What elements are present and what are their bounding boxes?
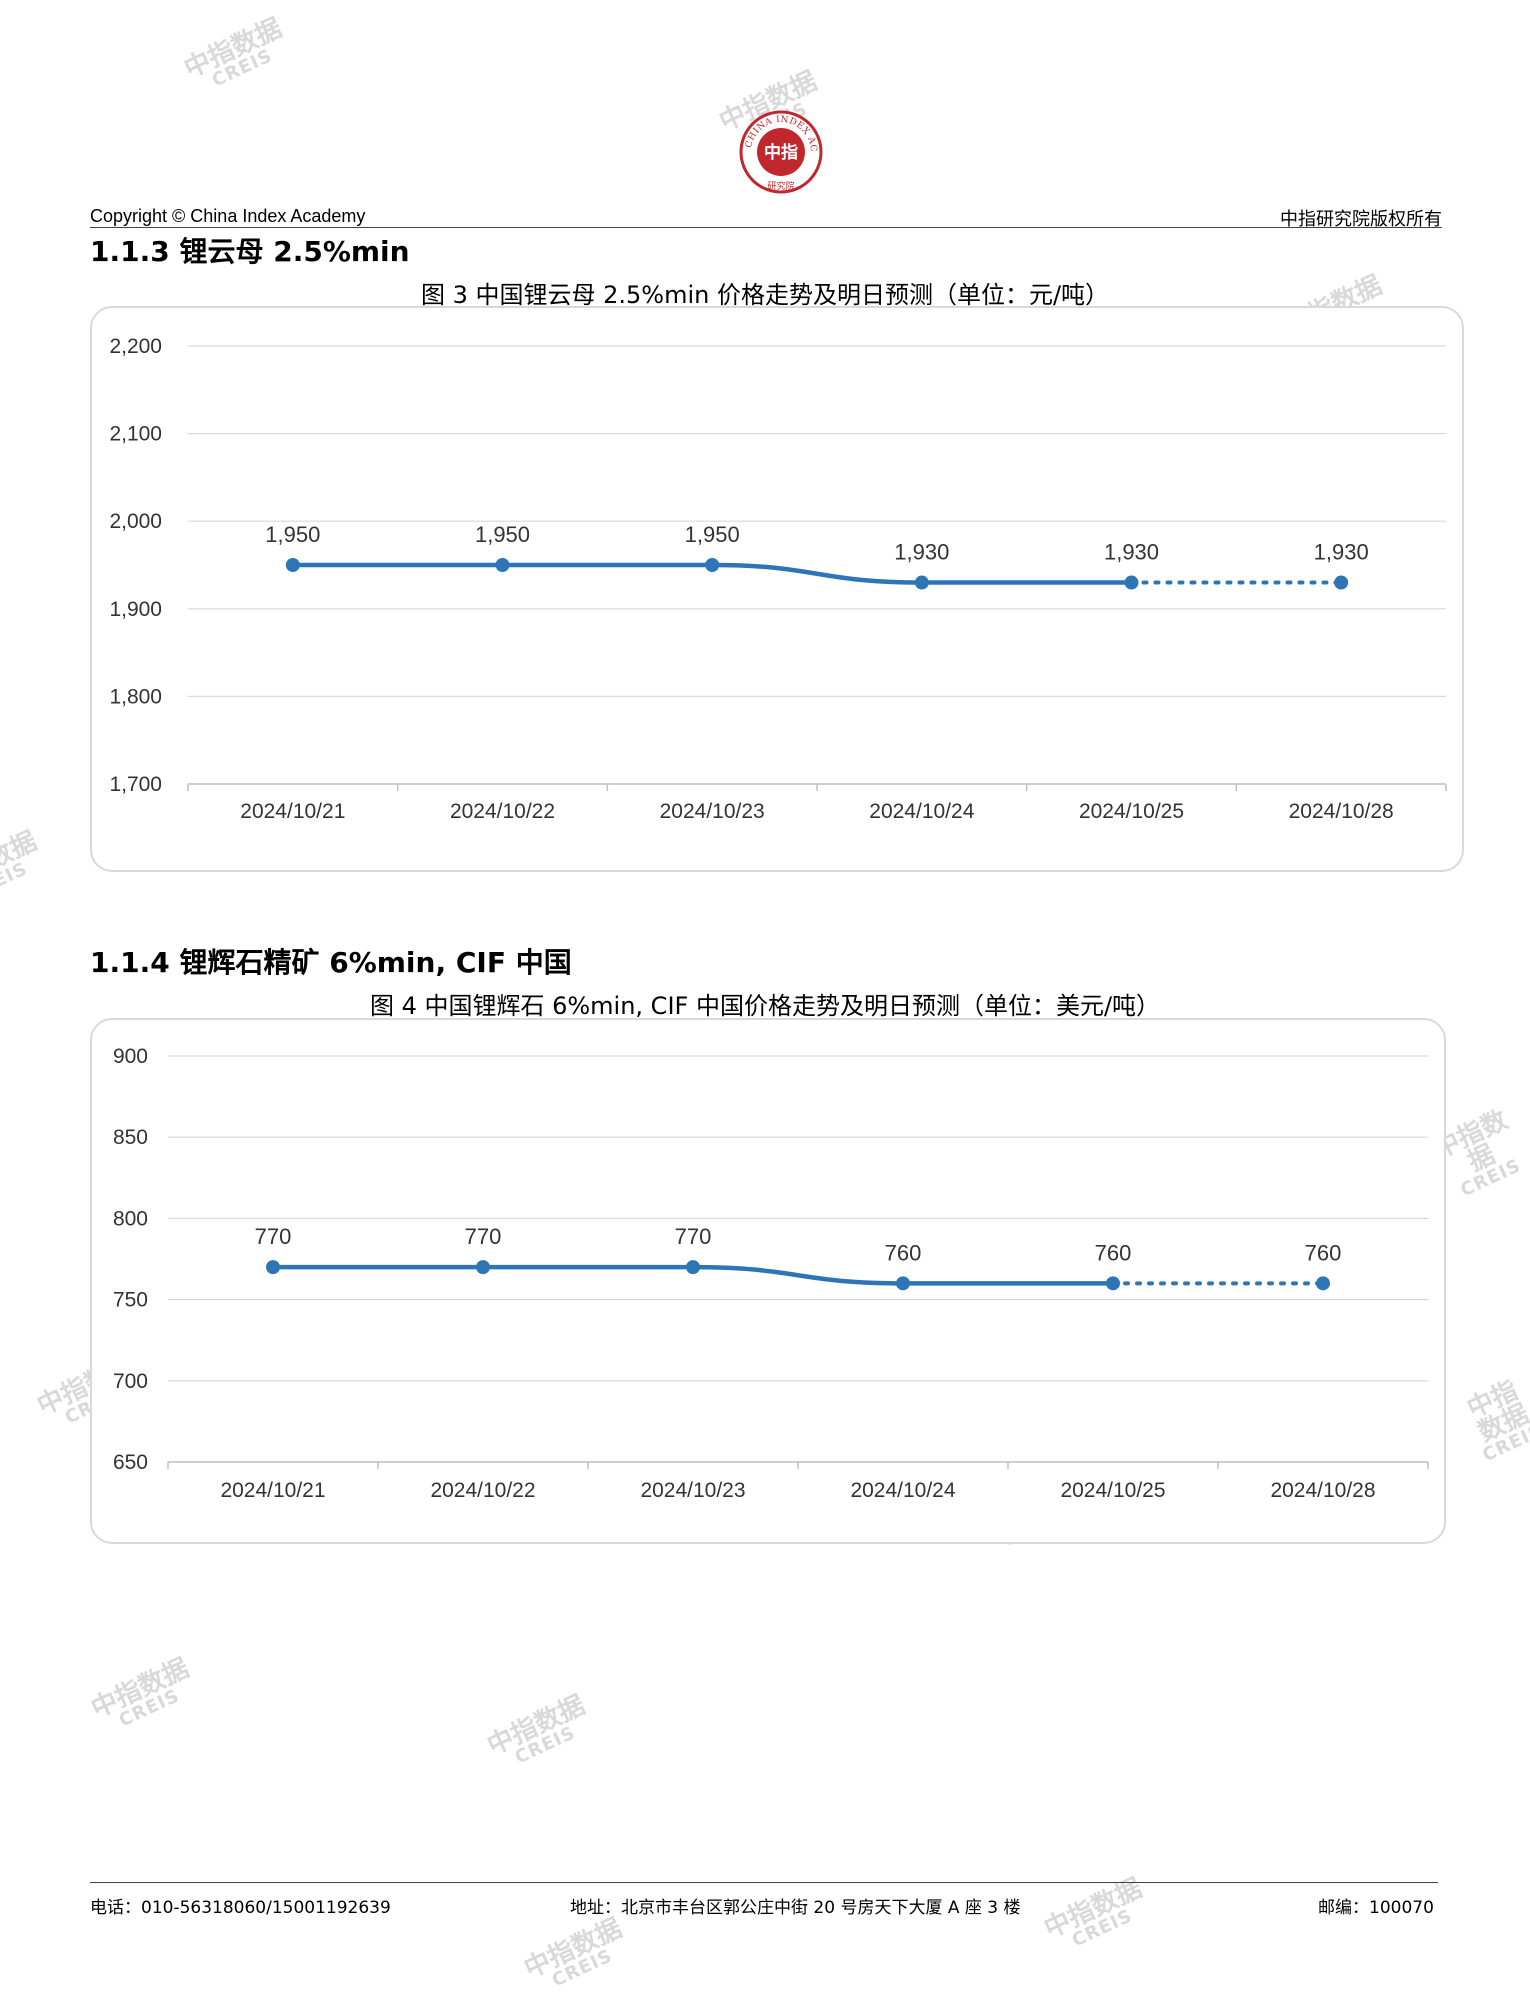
y-tick-label: 2,200 [109, 335, 162, 358]
data-label: 770 [465, 1224, 502, 1249]
footer-phone: 电话：010-56318060/15001192639 [90, 1898, 391, 1918]
data-label: 1,950 [265, 522, 320, 547]
data-point [495, 558, 510, 572]
data-label: 1,950 [685, 522, 740, 547]
y-tick-label: 850 [113, 1126, 148, 1149]
y-tick-label: 2,100 [109, 423, 162, 446]
data-label: 770 [255, 1224, 292, 1249]
academy-logo: CHINA INDEX ACADEMY 中指 研究院 [732, 93, 825, 200]
line-chart: 1,700 1,800 1,900 2,000 2,100 2,200 2024/10/21… [109, 335, 1447, 823]
y-tick-label: 750 [113, 1289, 148, 1312]
data-point [1124, 575, 1139, 590]
x-tick-label: 2024/10/22 [450, 800, 555, 823]
section-title: 1.1.4 锂辉石精矿 6%min, CIF 中国 [90, 946, 572, 979]
y-tick-label: 1,800 [109, 685, 162, 708]
data-label: 1,930 [1314, 540, 1369, 565]
data-label: 760 [885, 1240, 922, 1265]
data-point [1316, 1276, 1330, 1291]
data-label: 1,930 [1104, 540, 1159, 565]
section-title: 1.1.3 锂云母 2.5%min [90, 235, 410, 268]
x-tick-label: 2024/10/25 [1060, 1479, 1165, 1502]
data-label: 760 [1305, 1240, 1342, 1265]
x-tick-label: 2024/10/21 [220, 1479, 325, 1502]
y-tick-label: 2,000 [109, 510, 162, 533]
y-tick-label: 700 [113, 1370, 148, 1393]
logo-text: 中指 [764, 142, 798, 163]
chart-frame: 650 700 750 800 850 900 2024/10/21 2024/10/22 20… [90, 1018, 1446, 1544]
y-tick-label: 650 [113, 1451, 148, 1474]
x-tick-label: 2024/10/28 [1289, 800, 1394, 823]
y-tick-label: 900 [113, 1045, 148, 1068]
chart-frame: 1,700 1,800 1,900 2,000 2,100 2,200 2024/10/21… [90, 306, 1464, 872]
data-point [285, 558, 300, 572]
x-tick-label: 2024/10/24 [869, 800, 974, 823]
data-label: 760 [1095, 1240, 1132, 1265]
data-point [476, 1260, 490, 1275]
footer-divider [90, 1882, 1438, 1883]
data-point [705, 558, 720, 572]
y-tick-label: 1,700 [109, 773, 162, 796]
x-tick-label: 2024/10/23 [660, 800, 765, 823]
x-tick-label: 2024/10/21 [240, 800, 345, 823]
x-tick-label: 2024/10/22 [430, 1479, 535, 1502]
data-point [1106, 1276, 1120, 1291]
footer-postcode: 邮编：100070 [1318, 1898, 1434, 1918]
data-label: 770 [675, 1224, 712, 1249]
data-point [686, 1260, 700, 1275]
figure-title: 图 4 中国锂辉石 6%min, CIF 中国价格走势及明日预测（单位：美元/吨… [369, 992, 1161, 1020]
x-tick-label: 2024/10/28 [1270, 1479, 1375, 1502]
line-chart: 650 700 750 800 850 900 2024/10/21 2024/10/22 20… [113, 1045, 1429, 1502]
rights-text: 中指研究院版权所有 [1280, 209, 1442, 230]
data-point [914, 575, 929, 590]
data-label: 1,950 [475, 522, 530, 547]
header-divider [90, 227, 1442, 228]
data-label: 1,930 [894, 540, 949, 565]
data-point [266, 1260, 280, 1275]
figure-title: 图 3 中国锂云母 2.5%min 价格走势及明日预测（单位：元/吨） [420, 281, 1110, 309]
data-point [896, 1276, 910, 1291]
logo-bottom-text: 研究院 [767, 180, 794, 192]
x-tick-label: 2024/10/23 [640, 1479, 745, 1502]
y-tick-label: 1,900 [109, 598, 162, 621]
copyright-text: Copyright © China Index Academy [90, 206, 366, 226]
y-tick-label: 800 [113, 1207, 148, 1230]
x-tick-label: 2024/10/25 [1079, 800, 1184, 823]
x-tick-label: 2024/10/24 [850, 1479, 955, 1502]
footer-address: 地址：北京市丰台区郭公庄中街 20 号房天下大厦 A 座 3 楼 [570, 1898, 1021, 1918]
data-point [1334, 575, 1349, 590]
